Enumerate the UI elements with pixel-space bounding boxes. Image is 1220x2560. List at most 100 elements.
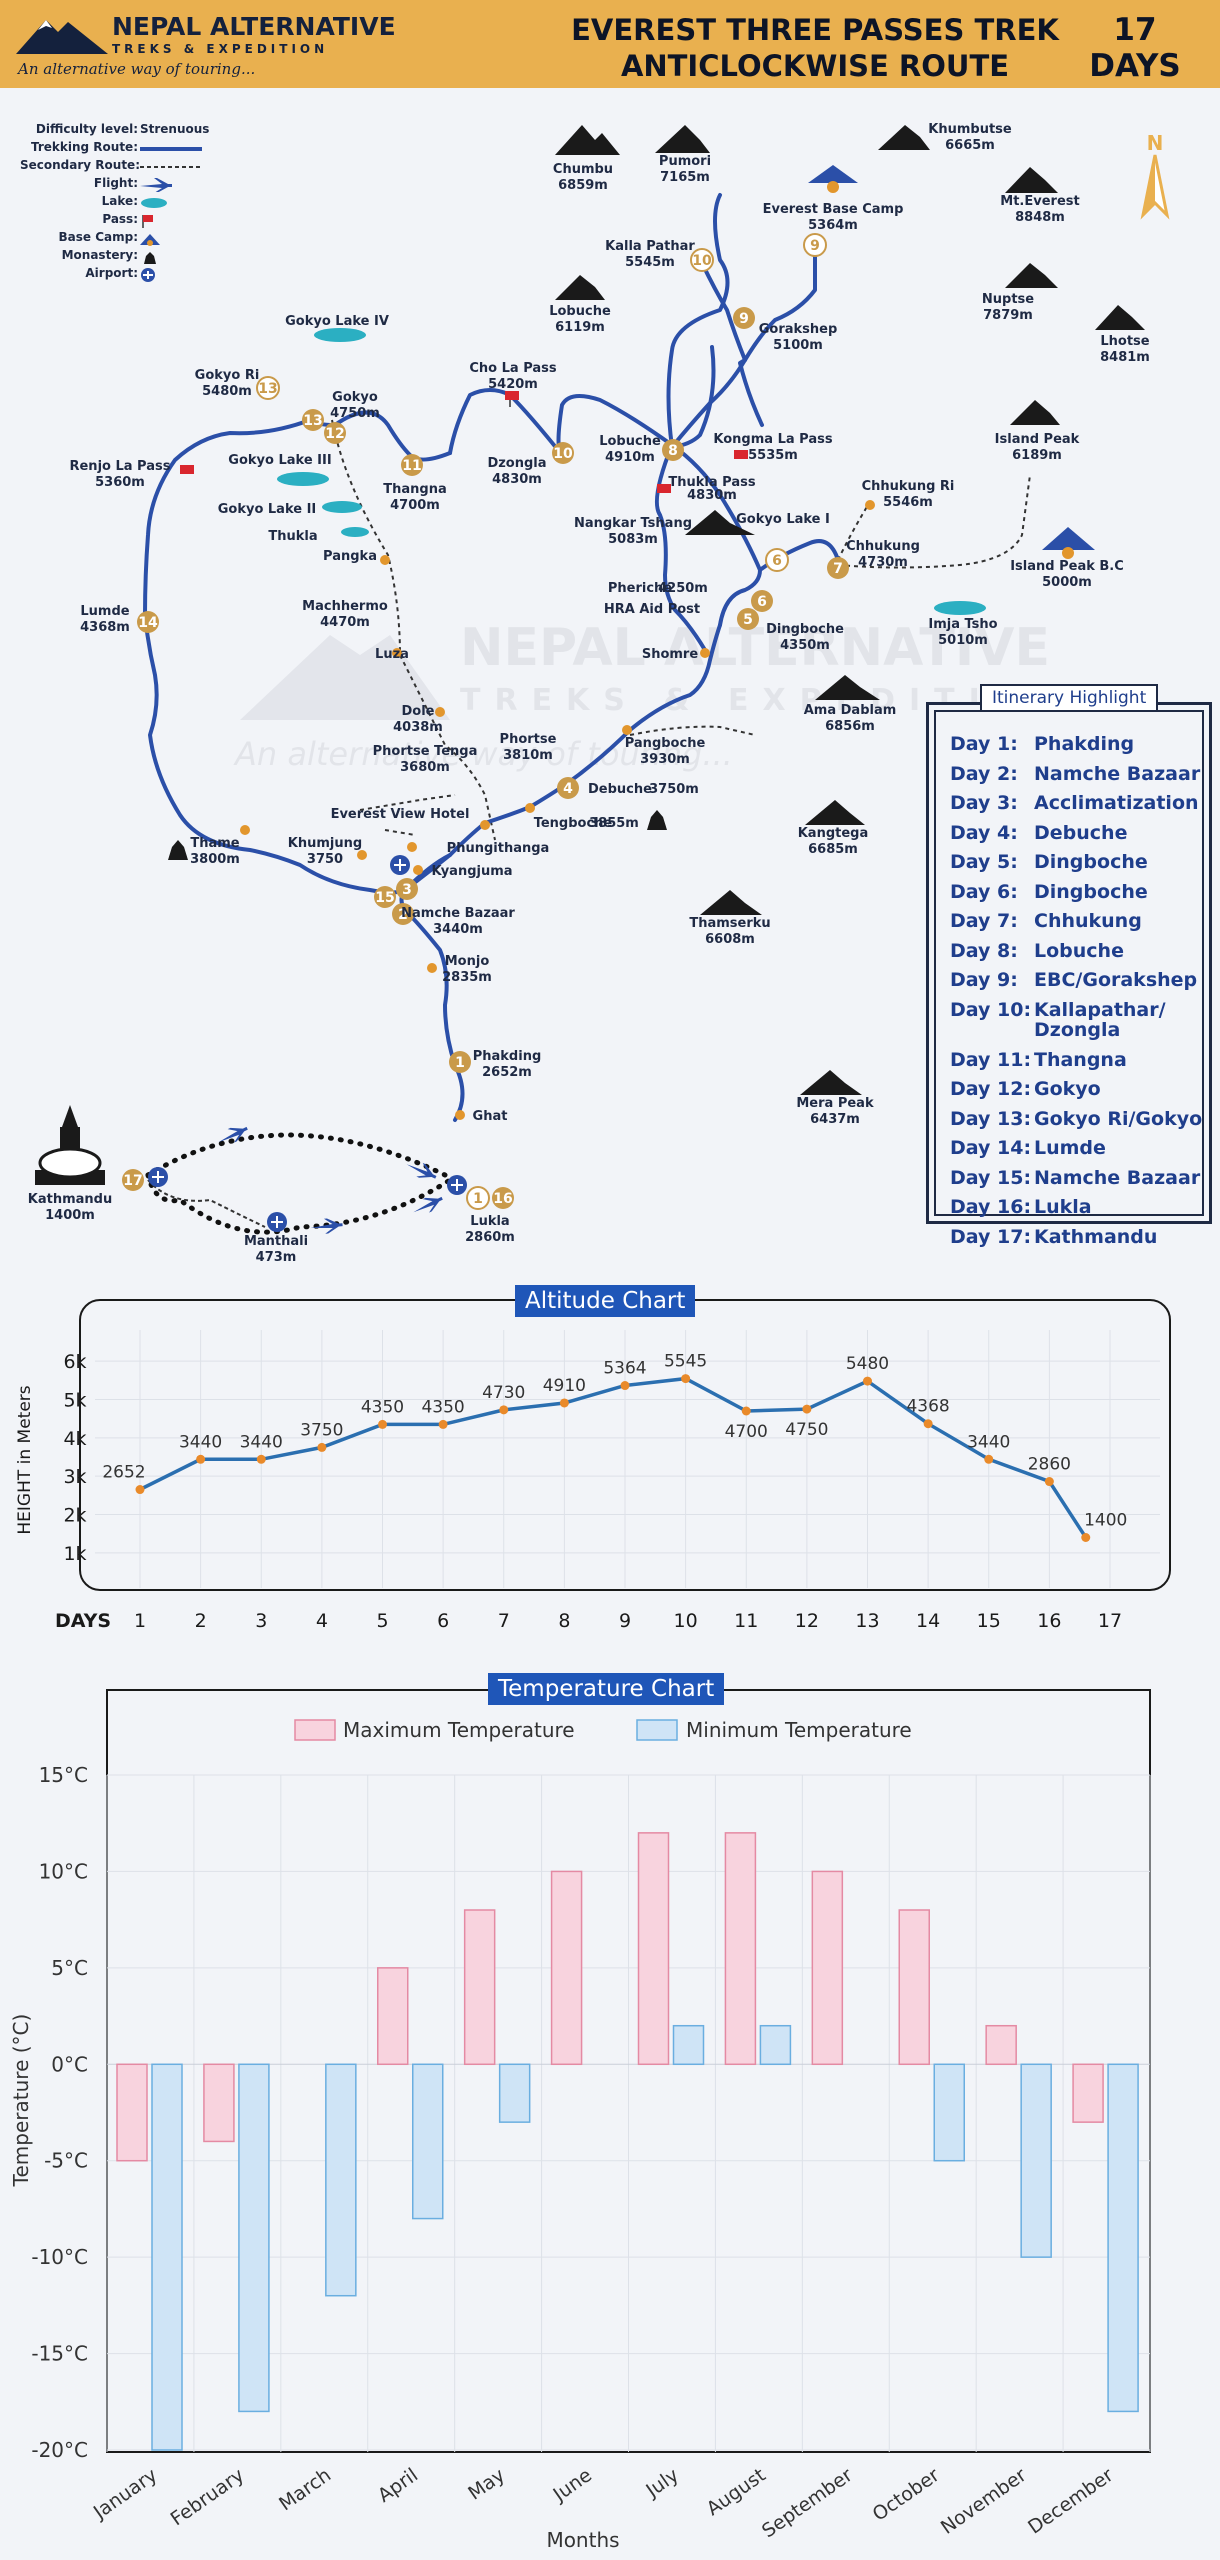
tent-icon (140, 234, 160, 246)
svg-text:5360m: 5360m (95, 475, 145, 490)
airport-icon (148, 1167, 168, 1187)
svg-text:Luza: Luza (375, 647, 409, 662)
x-tick-label: January (89, 2464, 161, 2524)
legend-label: Flight: (93, 176, 138, 190)
itinerary-item: Day 16: Lukla (950, 1193, 1202, 1223)
svg-text:2: 2 (398, 907, 408, 923)
svg-text:Phortse Tenga: Phortse Tenga (373, 744, 478, 759)
monasteries (168, 810, 667, 860)
x-tick-label: September (758, 2464, 857, 2542)
max-temp-bar (550, 1870, 583, 2066)
dashed-line-icon (140, 166, 202, 168)
min-temp-bar (412, 2063, 444, 2220)
x-tick-label: 6 (437, 1610, 449, 1632)
max-temp-bar (203, 2063, 235, 2143)
itinerary-place: Lobuche (1034, 939, 1124, 962)
svg-text:3680m: 3680m (400, 760, 450, 775)
day-marker-1: 1 (449, 1051, 471, 1073)
brand-name: NEPAL ALTERNATIVE (112, 12, 396, 41)
temperature-chart-title: Temperature Chart (488, 1673, 725, 1705)
itinerary-item: Day 10: Kallapathar/Dzongla (950, 1000, 1202, 1040)
svg-text:Pangboche: Pangboche (625, 736, 706, 751)
altitude-data-label: 3440 (240, 1432, 283, 1452)
svg-text:3855m: 3855m (589, 816, 639, 831)
svg-text:Lumde: Lumde (80, 604, 129, 619)
day-marker-11: 11 (401, 454, 423, 476)
itinerary-place: Namche Bazaar (1034, 1166, 1201, 1189)
svg-text:7: 7 (833, 561, 843, 577)
svg-text:5: 5 (743, 612, 753, 628)
itinerary-place: EBC/Gorakshep (1034, 969, 1198, 991)
trek-days-label: DAYS (1089, 48, 1181, 84)
x-tick-label: March (275, 2464, 335, 2515)
max-temp-bar (637, 1832, 670, 2066)
svg-text:Ghat: Ghat (473, 1109, 508, 1124)
compass-north-icon: N (1140, 131, 1170, 220)
svg-text:Chumbu: Chumbu (553, 162, 613, 177)
svg-text:6665m: 6665m (945, 138, 995, 153)
itinerary-day: Day 3: (950, 792, 1018, 814)
legend-label: Lake: (101, 194, 138, 208)
svg-text:6189m: 6189m (1012, 448, 1062, 463)
svg-text:4038m: 4038m (393, 720, 443, 735)
itinerary-item: Day 11: Thangna (950, 1046, 1202, 1076)
svg-text:Ama Dablam: Ama Dablam (804, 703, 897, 718)
flag-icon (505, 391, 519, 407)
itinerary-day: Day 8: (950, 939, 1018, 962)
svg-text:Manthali: Manthali (244, 1234, 308, 1249)
airport-icon (267, 1212, 287, 1232)
svg-text:Namche Bazaar: Namche Bazaar (401, 906, 515, 921)
header-banner: NEPAL ALTERNATIVE TREKS & EXPEDITION An … (0, 0, 1220, 88)
airport-icon (141, 268, 155, 282)
svg-text:5535m: 5535m (748, 448, 798, 463)
itinerary-day: Day 16: (950, 1196, 1032, 1218)
lakes (277, 328, 986, 615)
watermark: NEPAL ALTERNATIVE TREKS & EXPEDITION An … (233, 618, 1058, 773)
x-tick-label: 15 (977, 1610, 1001, 1632)
svg-text:5000m: 5000m (1042, 575, 1092, 590)
x-tick-label: May (464, 2464, 509, 2505)
svg-text:4470m: 4470m (320, 615, 370, 630)
legend-label-min: Minimum Temperature (686, 1718, 912, 1742)
itinerary-place: Dingboche (1034, 851, 1148, 873)
svg-text:Kathmandu: Kathmandu (28, 1192, 112, 1207)
svg-text:Nuptse: Nuptse (982, 292, 1034, 307)
itinerary-list: Day 1: Phakding Day 2: Namche Bazaar Day 3: A… (950, 730, 1202, 1252)
compass-letter: N (1147, 131, 1164, 155)
mountain-icon (800, 1070, 862, 1095)
svg-text:11: 11 (402, 458, 421, 474)
legend-row-difficulty: Difficulty level: Strenuous (20, 122, 1220, 140)
svg-text:4: 4 (563, 781, 573, 797)
itinerary-day: Day 17: (950, 1225, 1032, 1248)
place-label: Thukla (268, 529, 317, 544)
svg-text:Kongma La Pass: Kongma La Pass (713, 432, 832, 447)
temperature-y-ticks: 15°C 10°C 5°C 0°C -5°C -10°C -15°C -20°C (31, 1763, 88, 2462)
altitude-data-label: 3440 (967, 1432, 1010, 1452)
altitude-point (256, 1454, 266, 1464)
min-temp-bar (325, 2063, 357, 2297)
itinerary-item: Day 1: Phakding (950, 730, 1202, 760)
lake-icon (314, 328, 366, 342)
svg-text:Kangtega: Kangtega (798, 826, 869, 841)
altitude-point (559, 1398, 569, 1408)
svg-text:5480m: 5480m (202, 384, 252, 399)
svg-text:3440m: 3440m (433, 922, 483, 937)
place-label: Gokyo Lake III (228, 453, 331, 468)
itinerary-place: Lumde (1034, 1137, 1106, 1159)
svg-text:Gokyo: Gokyo (332, 390, 378, 405)
plane-icon (413, 1196, 443, 1213)
svg-text:13: 13 (303, 413, 322, 429)
flag-icon (180, 465, 194, 474)
altitude-data-label: 4700 (725, 1422, 768, 1442)
svg-text:Everest View Hotel: Everest View Hotel (331, 807, 470, 822)
svg-text:Phungithanga: Phungithanga (447, 841, 550, 856)
